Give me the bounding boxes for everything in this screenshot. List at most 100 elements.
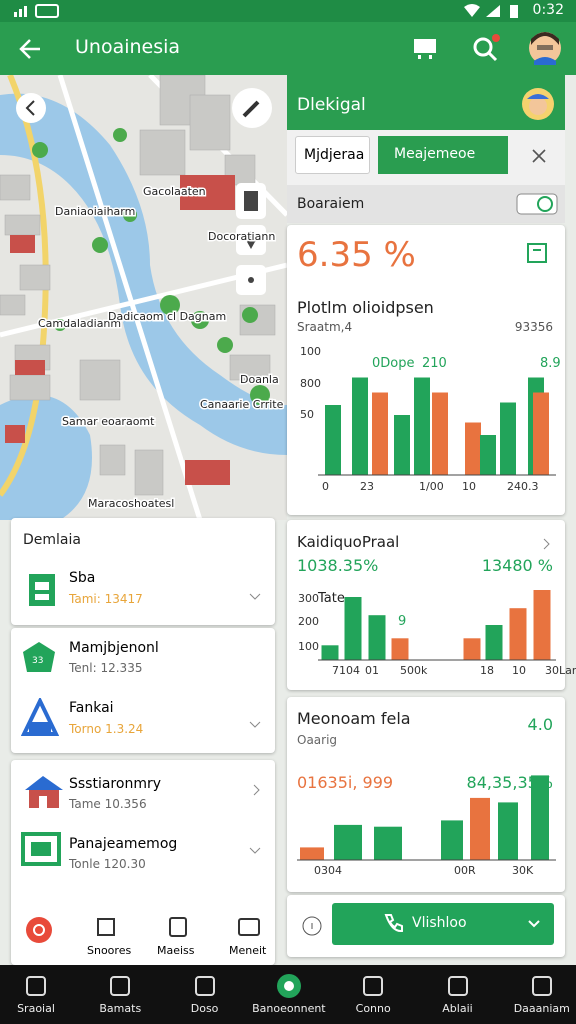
item-detail: Torno 1.3.24 — [69, 722, 144, 736]
stat-value: 6.35 % — [297, 235, 416, 275]
record-button[interactable] — [25, 916, 53, 944]
map-label: Daniaoiaiharm — [55, 205, 135, 218]
stat-icon[interactable] — [525, 241, 551, 267]
chevron-down[interactable] — [249, 718, 261, 730]
chevron-down — [528, 920, 540, 928]
map-label: Doanla — [240, 373, 279, 386]
chevron[interactable] — [251, 784, 263, 796]
nav-icon — [26, 976, 46, 996]
stat-card: 6.35 % Plotlm olioidpsen Sraatm,4 93356 — [287, 225, 565, 515]
item-name[interactable]: Panajeamemog — [69, 836, 178, 852]
nav-item[interactable]: Doso — [165, 965, 245, 1024]
bottom-nav: Sraoial Bamats Doso Banoeonnent Conno Ablaii D… — [0, 965, 576, 1024]
chart-title: Meonoam fela — [297, 709, 411, 728]
list-card: Demlaia Sba Tami: 13417 — [11, 518, 275, 625]
item-icon — [21, 832, 61, 866]
nav-item[interactable]: Ablaii — [418, 965, 498, 1024]
status-icons-right — [464, 4, 518, 18]
status-icons — [14, 4, 59, 18]
tabs-row: Mjdjeraa Meajemeoe — [287, 130, 565, 185]
map-label: Docoratiann — [208, 230, 275, 243]
item-name[interactable]: Mamjbjenonl — [69, 640, 159, 656]
item-icon: 33 — [23, 642, 55, 672]
chevron-down[interactable] — [249, 590, 261, 602]
list-title: Demlaia — [23, 532, 81, 548]
nav-icon — [363, 976, 384, 996]
nav-item[interactable]: Daaaniam — [502, 965, 576, 1024]
action-label[interactable]: Snoores — [87, 944, 132, 957]
section-title: Boaraiem — [297, 196, 365, 212]
back-button[interactable] — [18, 36, 44, 62]
action-label[interactable]: Maeiss — [157, 944, 195, 957]
action-label[interactable]: Meneit — [229, 944, 267, 957]
chevron[interactable] — [541, 538, 553, 550]
toggle[interactable] — [515, 191, 559, 217]
item-name[interactable]: Sba — [69, 570, 96, 586]
list-card: 33 Mamjbjenonl Tenl: 12.335 Fankai Torno… — [11, 628, 275, 753]
search-icon[interactable] — [470, 32, 504, 62]
list-card: Ssstiaronmry Tame 10.356 Panajeamemog To… — [11, 760, 275, 965]
close-button[interactable] — [531, 148, 547, 164]
nav-item[interactable]: Conno — [333, 965, 413, 1024]
svg-text:33: 33 — [32, 656, 43, 666]
nav-label: Conno — [355, 1002, 391, 1015]
chart-title: KaidiquoPraal — [297, 533, 400, 551]
tab-active[interactable]: Meajemeoe — [378, 136, 508, 174]
clock: 0:32 — [532, 2, 564, 18]
nav-icon — [276, 974, 301, 998]
chart-title: Plotlm olioidpsen — [297, 298, 434, 317]
tab[interactable]: Mjdjeraa — [295, 136, 370, 174]
info-icon[interactable] — [301, 915, 323, 937]
panel-title: Dlekigal — [297, 95, 366, 115]
action-icon[interactable] — [237, 916, 261, 938]
item-icon — [25, 776, 63, 808]
map-label: Camdaladianm — [38, 317, 121, 330]
stat-right: 84,35,35% — [466, 773, 553, 792]
chart-right-label: 93356 — [514, 320, 553, 334]
item-icon — [29, 574, 55, 606]
item-detail: Tame 10.356 — [69, 797, 147, 811]
panel-avatar — [522, 88, 554, 120]
nav-icon — [194, 976, 215, 996]
nav-label: Daaaniam — [513, 1002, 570, 1015]
action-icon[interactable] — [167, 916, 189, 938]
stat-right: 13480 % — [481, 556, 553, 575]
chevron-down[interactable] — [249, 844, 261, 856]
stat-left: 1038.35% — [297, 556, 379, 575]
nav-item[interactable]: Bamats — [80, 965, 160, 1024]
nav-item[interactable]: Sraoial — [0, 965, 76, 1024]
nav-label: Bamats — [99, 1002, 142, 1015]
map: Gacolaaten Daniaoiaiharm Docoratiann Camdal… — [0, 75, 287, 520]
nav-label: Sraoial — [17, 1002, 55, 1015]
chart-subtitle: Sraatm,4 — [297, 320, 353, 334]
item-detail: Tenl: 12.335 — [69, 661, 143, 675]
stat-left: 01635і, 999 — [297, 773, 394, 792]
action-bar: Vlishloo — [287, 895, 565, 957]
item-name[interactable]: Fankai — [69, 700, 114, 716]
nav-icon — [110, 976, 131, 996]
section-bar: Boaraiem — [287, 185, 565, 223]
nav-label: Doso — [190, 1002, 219, 1015]
panel-header: Dlekigal — [287, 75, 565, 130]
map-label: Samar eoaraomt — [62, 415, 155, 428]
avatar[interactable] — [528, 31, 562, 65]
chart-right-label: 4.0 — [527, 715, 553, 734]
item-icon — [21, 698, 59, 736]
action-icon[interactable] — [95, 916, 117, 938]
map-label: Maracoshoatesl — [88, 497, 174, 510]
item-detail: Tonle 120.30 — [69, 857, 146, 871]
chart-subtitle: Oaarig — [297, 733, 338, 747]
nav-item[interactable]: Banoeonnent — [249, 965, 329, 1024]
nav-label: Banoeonnent — [252, 1002, 326, 1015]
map-label: Gacolaaten — [143, 185, 206, 198]
map-back-button[interactable] — [16, 93, 46, 123]
primary-button[interactable]: Vlishloo — [332, 903, 554, 945]
phone-icon — [384, 914, 403, 933]
item-name[interactable]: Ssstiaronmry — [69, 776, 161, 792]
nav-icon — [447, 976, 468, 996]
stat-card: Meonoam fela Oaarig 4.0 01635і, 999 84,3… — [287, 697, 565, 892]
screen-icon[interactable] — [412, 36, 440, 62]
item-detail: Tami: 13417 — [69, 592, 143, 606]
status-bar: 0:32 — [0, 0, 576, 22]
